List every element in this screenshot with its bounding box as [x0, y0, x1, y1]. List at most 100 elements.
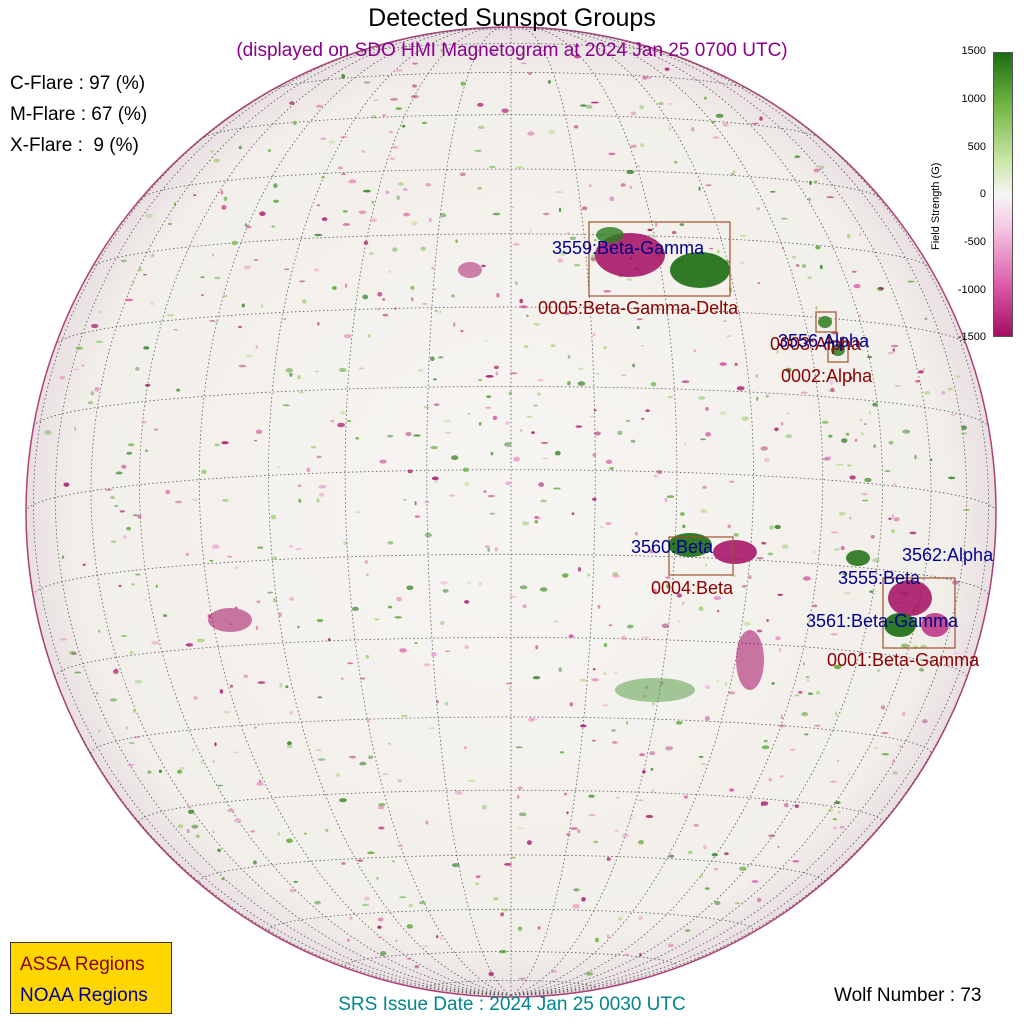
field-speckle: [440, 937, 443, 941]
field-speckle: [794, 804, 799, 808]
field-speckle: [165, 489, 171, 495]
field-speckle: [521, 521, 530, 526]
field-speckle: [894, 385, 901, 387]
field-speckle: [399, 896, 407, 899]
region-box-0005: [588, 221, 731, 297]
field-speckle: [893, 517, 900, 522]
field-speckle: [144, 598, 148, 601]
field-speckle: [483, 490, 487, 493]
field-speckle: [569, 236, 577, 240]
field-speckle: [813, 550, 817, 554]
field-speckle: [539, 587, 548, 592]
field-speckle: [606, 934, 610, 939]
field-speckle: [636, 318, 643, 321]
field-speckle: [501, 108, 509, 114]
field-speckle: [685, 929, 691, 933]
field-speckle: [485, 406, 492, 409]
field-speckle: [564, 312, 570, 315]
field-speckle: [316, 498, 320, 503]
field-speckle: [822, 457, 831, 461]
field-speckle: [768, 777, 772, 782]
field-speckle: [255, 429, 263, 435]
field-speckle: [387, 434, 394, 438]
field-speckle: [316, 204, 320, 207]
field-speckle: [411, 297, 414, 302]
field-speckle: [664, 67, 670, 71]
field-speckle: [866, 356, 873, 358]
sunspot-positive: [818, 316, 832, 328]
field-speckle: [252, 860, 257, 865]
field-speckle: [731, 173, 735, 176]
field-speckle: [585, 104, 593, 109]
field-speckle: [880, 732, 889, 734]
field-speckle: [760, 446, 769, 451]
field-speckle: [705, 432, 711, 437]
colorbar-tick: -500: [963, 236, 986, 248]
field-speckle: [455, 239, 458, 243]
field-speckle: [177, 824, 184, 829]
field-speckle: [807, 276, 812, 279]
field-speckle: [930, 458, 933, 462]
field-speckle: [592, 333, 596, 337]
field-speckle: [878, 287, 884, 290]
field-speckle: [684, 442, 687, 446]
field-speckle: [768, 834, 776, 838]
field-speckle: [833, 826, 837, 830]
field-speckle: [158, 769, 162, 773]
noaa-region-label: 3555:Beta: [838, 568, 921, 588]
field-speckle: [270, 514, 277, 520]
field-speckle: [233, 818, 242, 823]
field-speckle: [285, 368, 294, 373]
field-speckle: [888, 517, 892, 520]
field-speckle: [223, 196, 228, 202]
field-speckle: [339, 367, 347, 373]
field-speckle: [367, 334, 371, 338]
field-speckle: [682, 524, 686, 529]
field-speckle: [411, 221, 418, 226]
field-speckle: [502, 908, 509, 912]
field-speckle: [430, 445, 439, 450]
field-speckle: [837, 759, 840, 763]
grid-line: [26, 511, 512, 996]
field-speckle: [577, 829, 581, 834]
field-speckle: [845, 432, 850, 436]
field-speckle: [592, 453, 597, 457]
field-speckle: [348, 179, 357, 184]
field-speckle: [272, 598, 278, 603]
field-speckle: [858, 652, 865, 656]
field-speckle: [126, 451, 133, 455]
field-speckle: [667, 395, 673, 399]
field-speckle: [703, 845, 707, 850]
field-speckle: [91, 323, 99, 329]
field-speckle: [614, 672, 618, 674]
field-speckle: [442, 589, 449, 593]
field-speckle: [540, 442, 549, 444]
field-speckle: [760, 801, 764, 807]
field-speckle: [615, 796, 620, 799]
field-speckle: [439, 310, 442, 315]
field-speckle: [460, 81, 466, 86]
field-speckle: [573, 263, 581, 267]
field-speckle: [223, 711, 231, 714]
field-speckle: [593, 840, 599, 844]
field-speckle: [173, 328, 178, 331]
field-speckle: [715, 113, 724, 118]
field-speckle: [741, 585, 747, 588]
field-speckle: [413, 434, 421, 437]
noaa-region-label: 3562:Alpha: [902, 545, 994, 565]
field-speckle: [127, 763, 134, 767]
field-speckle: [396, 195, 400, 201]
field-speckle: [500, 912, 504, 917]
field-speckle: [499, 949, 507, 953]
field-speckle: [361, 150, 366, 153]
field-speckle: [843, 592, 852, 595]
field-speckle: [550, 344, 556, 348]
field-speckle: [704, 887, 710, 890]
field-speckle: [513, 456, 520, 462]
field-speckle: [723, 320, 727, 322]
field-speckle: [589, 415, 594, 418]
field-speckle: [840, 545, 845, 551]
field-speckle: [406, 924, 413, 929]
field-speckle: [526, 840, 532, 845]
sunspot-negative: [595, 233, 665, 277]
